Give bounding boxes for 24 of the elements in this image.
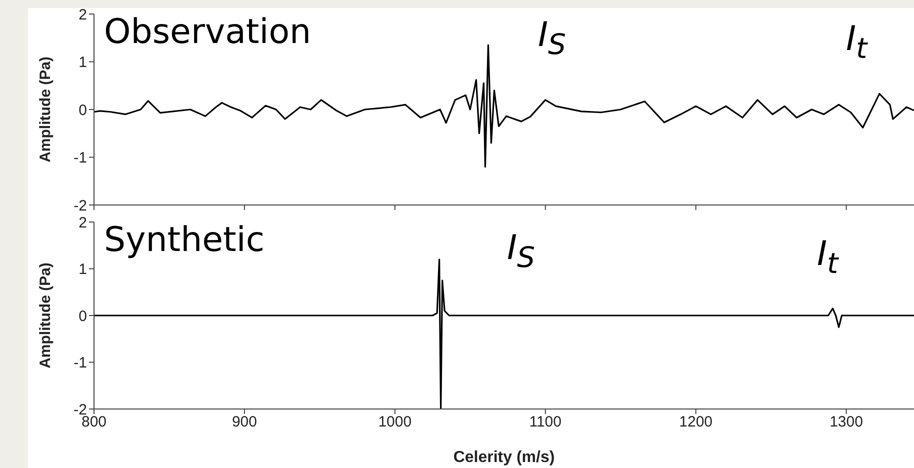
x-tick-label: 1100 [529, 414, 562, 431]
x-tick-label: 1000 [378, 414, 412, 431]
x-tick-label: 800 [81, 414, 107, 431]
y-tick-label: 2 [78, 6, 87, 24]
y-axis-title: Amplitude (Pa) [37, 262, 54, 368]
annotation: I$_{t}$ [846, 19, 868, 65]
y-tick-label: -2 [74, 197, 87, 214]
y-tick-label: 1 [78, 261, 87, 278]
y-tick-label: 0 [78, 308, 87, 325]
y-axis-title: Amplitude (Pa) [37, 56, 54, 162]
y-tick-label: 0 [78, 102, 87, 119]
annotation: I$_{S}$ [507, 228, 536, 274]
x-tick-label: 1200 [679, 414, 713, 431]
chart-title: Synthetic [104, 220, 265, 260]
x-axis-title: Celerity (m/s) [453, 449, 555, 466]
annotation: I$_{S}$ [538, 15, 566, 61]
chart-title: Observation [104, 12, 312, 52]
y-tick-label: 2 [78, 214, 87, 232]
y-tick-label: -1 [74, 150, 87, 167]
y-tick-label: 1 [78, 54, 87, 72]
y-tick-label: -1 [74, 354, 87, 372]
x-tick-label: 1300 [830, 414, 863, 431]
x-tick-label: 900 [232, 414, 257, 431]
annotation: I$_{t}$ [817, 234, 838, 280]
